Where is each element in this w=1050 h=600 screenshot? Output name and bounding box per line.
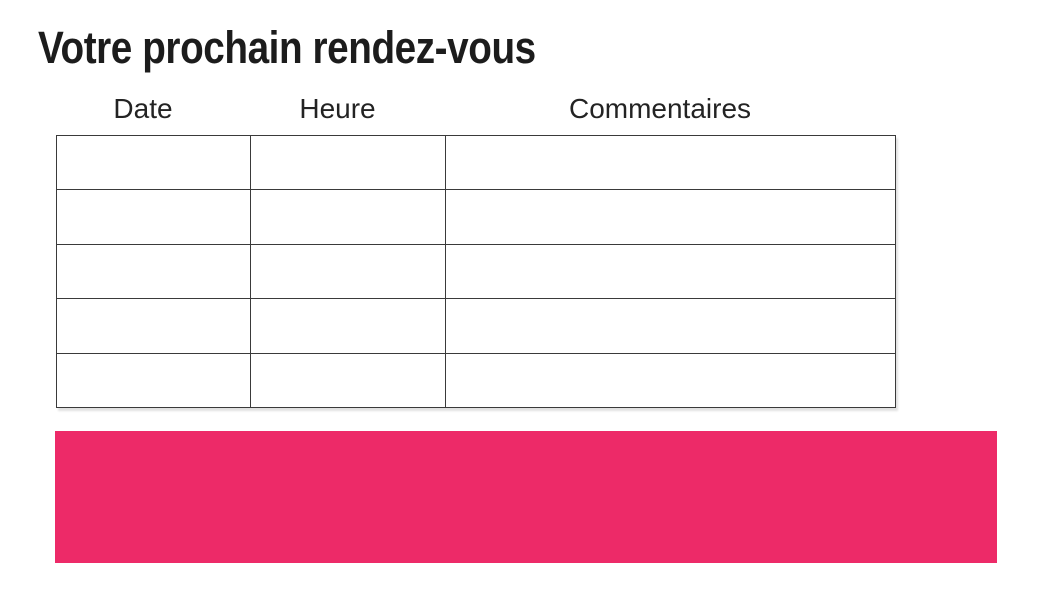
column-header-heure: Heure [299, 93, 376, 124]
table-header-row: Date Heure Commentaires [46, 95, 885, 123]
table-cell [250, 352, 446, 409]
table-cell [445, 352, 896, 409]
table-cell [56, 352, 251, 409]
table-row [56, 134, 896, 191]
accent-banner [55, 431, 997, 563]
table-cell [56, 298, 251, 354]
table-row [56, 189, 896, 245]
table-cell [56, 243, 251, 300]
appointments-table-body [56, 134, 896, 409]
table-cell [250, 134, 446, 191]
page-title: Votre prochain rendez-vous [38, 22, 536, 73]
column-header-commentaires: Commentaires [568, 93, 752, 124]
table-cell [56, 189, 251, 245]
table-cell [56, 134, 251, 191]
table-row [56, 352, 896, 409]
table-cell [445, 189, 896, 245]
table-cell [445, 134, 896, 191]
table-cell [445, 298, 896, 354]
table-row [56, 298, 896, 354]
table-cell [250, 298, 446, 354]
appointments-table [56, 134, 896, 409]
table-cell [250, 243, 446, 300]
table-row [56, 243, 896, 300]
table-cell [445, 243, 896, 300]
table-cell [250, 189, 446, 245]
column-header-date: Date [113, 93, 173, 124]
